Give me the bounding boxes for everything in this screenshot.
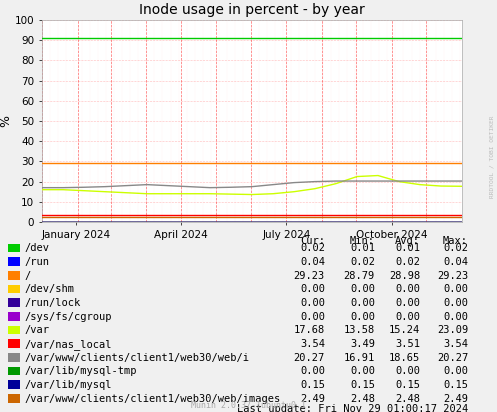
Text: 0.00: 0.00 — [300, 367, 325, 377]
Bar — [8, 325, 20, 335]
Bar — [8, 353, 20, 362]
Text: /var/lib/mysql-tmp: /var/lib/mysql-tmp — [24, 367, 137, 377]
Text: 3.54: 3.54 — [443, 339, 468, 349]
Text: 0.00: 0.00 — [395, 284, 420, 295]
Bar — [8, 367, 20, 375]
Bar — [8, 257, 20, 266]
Text: 3.51: 3.51 — [395, 339, 420, 349]
Text: 0.02: 0.02 — [395, 257, 420, 267]
Text: 0.00: 0.00 — [443, 284, 468, 295]
Text: Avg:: Avg: — [395, 236, 420, 246]
Text: 29.23: 29.23 — [294, 271, 325, 281]
Text: /run/lock: /run/lock — [24, 298, 80, 308]
Text: 0.00: 0.00 — [395, 298, 420, 308]
Text: /var/www/clients/client1/web30/web/i: /var/www/clients/client1/web30/web/i — [24, 353, 249, 363]
Bar — [8, 243, 20, 253]
Text: /sys/fs/cgroup: /sys/fs/cgroup — [24, 312, 111, 322]
Text: /dev: /dev — [24, 243, 49, 253]
Text: 0.00: 0.00 — [300, 284, 325, 295]
Text: 17.68: 17.68 — [294, 325, 325, 335]
Bar — [8, 394, 20, 403]
Text: /run: /run — [24, 257, 49, 267]
Text: /dev/shm: /dev/shm — [24, 284, 74, 295]
Text: 2.48: 2.48 — [395, 394, 420, 404]
Text: 0.01: 0.01 — [395, 243, 420, 253]
Text: 2.48: 2.48 — [350, 394, 375, 404]
Text: 3.54: 3.54 — [300, 339, 325, 349]
Text: 20.27: 20.27 — [437, 353, 468, 363]
Text: 3.49: 3.49 — [350, 339, 375, 349]
Text: 0.15: 0.15 — [350, 380, 375, 390]
Bar — [8, 339, 20, 348]
Text: 0.15: 0.15 — [300, 380, 325, 390]
Text: 0.02: 0.02 — [300, 243, 325, 253]
Bar — [8, 271, 20, 280]
Text: /var/lib/mysql: /var/lib/mysql — [24, 380, 111, 390]
Text: /: / — [24, 271, 30, 281]
Text: Max:: Max: — [443, 236, 468, 246]
Text: 16.91: 16.91 — [344, 353, 375, 363]
Text: RRDTOOL / TOBI OETIKER: RRDTOOL / TOBI OETIKER — [490, 115, 495, 198]
Text: Last update: Fri Nov 29 01:00:17 2024: Last update: Fri Nov 29 01:00:17 2024 — [237, 404, 468, 412]
Text: 23.09: 23.09 — [437, 325, 468, 335]
Text: 0.00: 0.00 — [350, 298, 375, 308]
Text: 0.02: 0.02 — [350, 257, 375, 267]
Text: 0.00: 0.00 — [300, 298, 325, 308]
Text: 20.27: 20.27 — [294, 353, 325, 363]
Y-axis label: %: % — [0, 115, 12, 127]
Text: 0.00: 0.00 — [350, 312, 375, 322]
Bar — [8, 298, 20, 307]
Text: 29.23: 29.23 — [437, 271, 468, 281]
Text: 28.79: 28.79 — [344, 271, 375, 281]
Bar — [8, 285, 20, 293]
Text: Munin 2.0.37-1ubuntu0.1: Munin 2.0.37-1ubuntu0.1 — [191, 401, 306, 410]
Bar — [8, 380, 20, 389]
Text: 0.00: 0.00 — [350, 284, 375, 295]
Text: 13.58: 13.58 — [344, 325, 375, 335]
Text: 0.00: 0.00 — [350, 367, 375, 377]
Text: 0.00: 0.00 — [443, 312, 468, 322]
Text: 0.00: 0.00 — [443, 367, 468, 377]
Text: /var: /var — [24, 325, 49, 335]
Text: 0.15: 0.15 — [443, 380, 468, 390]
Text: 18.65: 18.65 — [389, 353, 420, 363]
Text: 0.01: 0.01 — [350, 243, 375, 253]
Text: 2.49: 2.49 — [300, 394, 325, 404]
Text: 0.04: 0.04 — [443, 257, 468, 267]
Text: 0.02: 0.02 — [443, 243, 468, 253]
Text: 15.24: 15.24 — [389, 325, 420, 335]
Text: 0.00: 0.00 — [395, 312, 420, 322]
Text: 0.04: 0.04 — [300, 257, 325, 267]
Text: Cur:: Cur: — [300, 236, 325, 246]
Text: 0.15: 0.15 — [395, 380, 420, 390]
Text: /var/nas_local: /var/nas_local — [24, 339, 111, 350]
Text: 2.49: 2.49 — [443, 394, 468, 404]
Bar — [8, 312, 20, 321]
Title: Inode usage in percent - by year: Inode usage in percent - by year — [139, 3, 365, 17]
Text: 0.00: 0.00 — [300, 312, 325, 322]
Text: 0.00: 0.00 — [443, 298, 468, 308]
Text: /var/www/clients/client1/web30/web/images: /var/www/clients/client1/web30/web/image… — [24, 394, 280, 404]
Text: 0.00: 0.00 — [395, 367, 420, 377]
Text: 28.98: 28.98 — [389, 271, 420, 281]
Text: Min:: Min: — [350, 236, 375, 246]
